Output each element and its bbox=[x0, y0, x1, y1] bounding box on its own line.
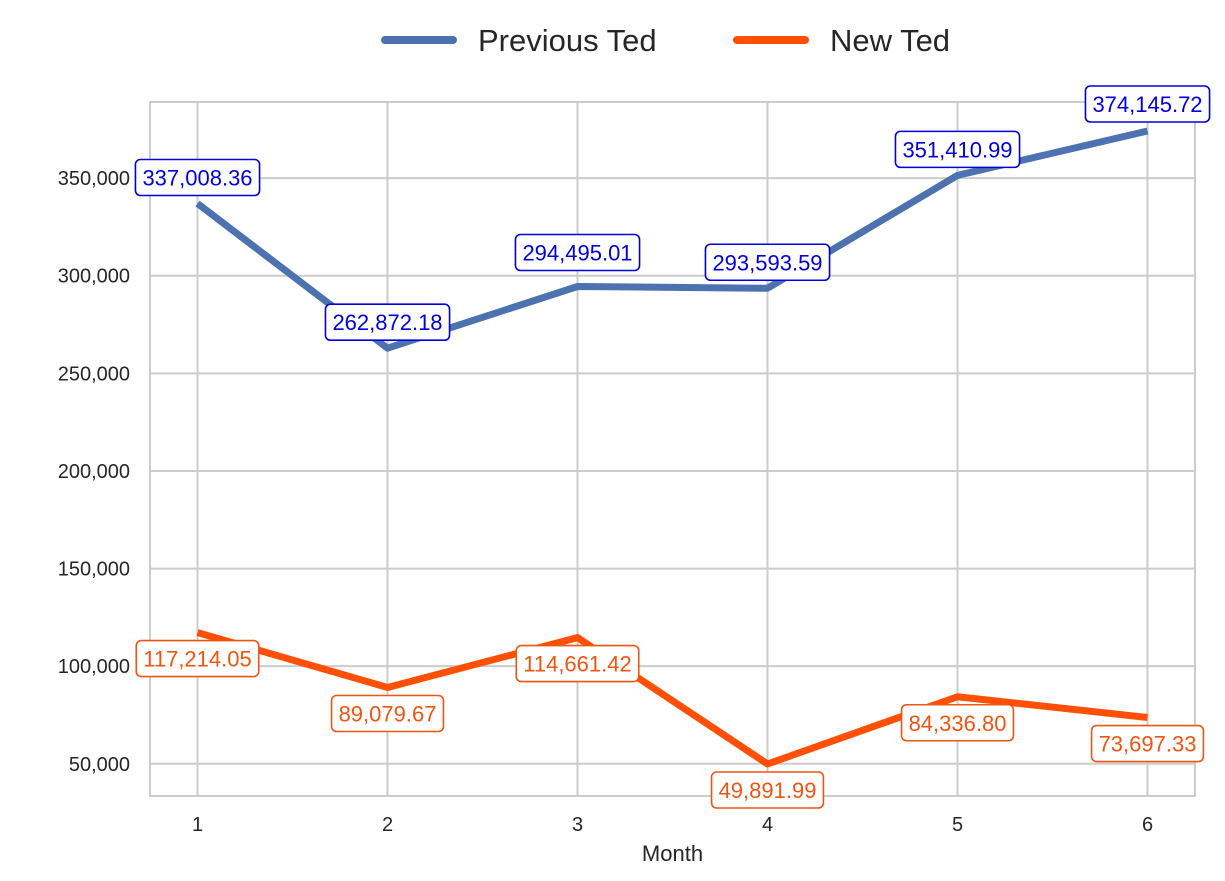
legend-label-0: Previous Ted bbox=[478, 23, 657, 58]
data-label: 114,661.42 bbox=[515, 644, 640, 683]
data-label-box bbox=[324, 303, 451, 342]
data-label-text: 114,661.42 bbox=[523, 652, 631, 677]
data-label: 89,079.67 bbox=[330, 694, 445, 733]
data-label-text: 49,891.99 bbox=[719, 778, 817, 803]
data-label: 374,145.72 bbox=[1084, 85, 1211, 123]
legend: Previous Ted New Ted bbox=[381, 23, 950, 58]
series-line-1 bbox=[196, 629, 1148, 768]
x-axis-label: Month bbox=[642, 841, 703, 866]
data-label: 351,410.99 bbox=[894, 130, 1021, 169]
data-label-box bbox=[1090, 724, 1205, 763]
data-label-box bbox=[134, 158, 261, 197]
data-label-box bbox=[330, 694, 445, 733]
data-label-box bbox=[710, 771, 825, 809]
data-label: 117,214.05 bbox=[135, 639, 260, 678]
data-label-box bbox=[704, 243, 831, 282]
y-tick-label: 150,000 bbox=[58, 559, 130, 581]
data-labels: 337,008.36 262,872.18 294,495.01 293,593.59… bbox=[134, 85, 1211, 809]
data-label-text: 294,495.01 bbox=[522, 240, 632, 265]
x-tick-label: 5 bbox=[952, 814, 963, 836]
data-label-box bbox=[900, 703, 1015, 742]
x-tick-label: 1 bbox=[192, 814, 203, 836]
data-label: 294,495.01 bbox=[514, 233, 641, 272]
data-label-text: 84,336.80 bbox=[909, 711, 1007, 736]
x-tick-label: 2 bbox=[382, 814, 393, 836]
data-label: 337,008.36 bbox=[134, 158, 261, 197]
data-label: 262,872.18 bbox=[324, 303, 451, 342]
y-axis-ticks: 50,000 100,000 150,000 200,000 250,000 300,00… bbox=[58, 168, 130, 776]
y-tick-label: 200,000 bbox=[58, 461, 130, 483]
data-label-text: 117,214.05 bbox=[143, 647, 251, 672]
y-tick-label: 50,000 bbox=[69, 754, 130, 776]
plot-frame bbox=[149, 101, 1196, 797]
data-label-text: 374,145.72 bbox=[1092, 92, 1202, 117]
series-lines bbox=[195, 127, 1149, 768]
data-label-text: 293,593.59 bbox=[712, 250, 822, 275]
data-label-box bbox=[515, 644, 640, 683]
data-label-text: 89,079.67 bbox=[339, 701, 437, 726]
data-label: 293,593.59 bbox=[704, 243, 831, 282]
data-label-box bbox=[894, 130, 1021, 169]
x-tick-label: 6 bbox=[1142, 814, 1153, 836]
data-label-box bbox=[1084, 85, 1211, 123]
grid bbox=[150, 102, 1195, 796]
y-tick-label: 350,000 bbox=[58, 168, 130, 190]
data-label-box bbox=[135, 639, 260, 678]
y-tick-label: 250,000 bbox=[58, 363, 130, 385]
legend-label-1: New Ted bbox=[830, 23, 950, 58]
data-label-text: 351,410.99 bbox=[902, 137, 1012, 162]
y-tick-label: 100,000 bbox=[58, 656, 130, 678]
y-tick-label: 300,000 bbox=[58, 266, 130, 288]
data-label-text: 337,008.36 bbox=[142, 165, 252, 190]
x-tick-label: 3 bbox=[572, 814, 583, 836]
x-tick-label: 4 bbox=[762, 814, 773, 836]
data-label: 49,891.99 bbox=[710, 771, 825, 809]
data-label-text: 262,872.18 bbox=[332, 310, 442, 335]
data-label: 84,336.80 bbox=[900, 703, 1015, 742]
data-label-text: 73,697.33 bbox=[1099, 732, 1197, 757]
data-label: 73,697.33 bbox=[1090, 724, 1205, 763]
x-axis-ticks: 1 2 3 4 5 6 bbox=[192, 814, 1153, 836]
data-label-box bbox=[514, 233, 641, 272]
